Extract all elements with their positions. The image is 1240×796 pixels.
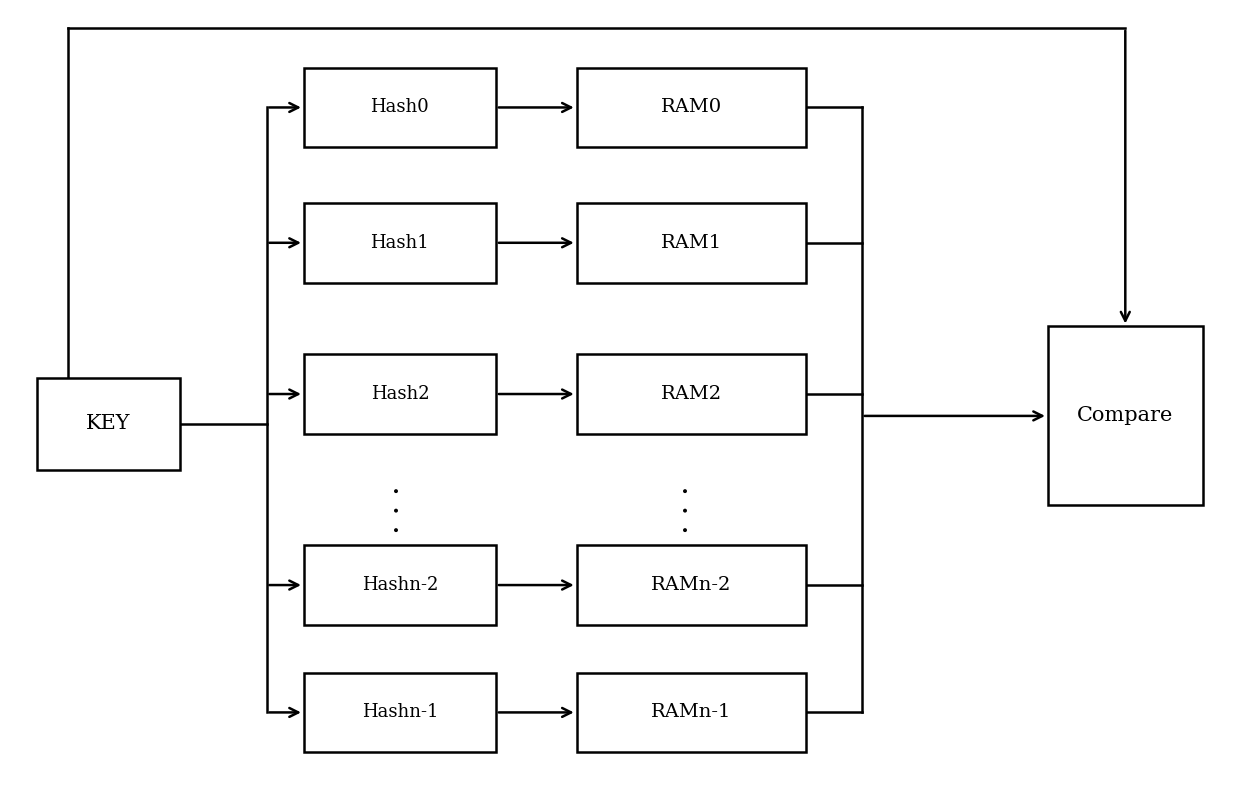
Text: Hash0: Hash0 — [371, 99, 429, 116]
Text: RAMn-2: RAMn-2 — [651, 576, 732, 594]
Text: Hash2: Hash2 — [371, 385, 429, 403]
Bar — [577, 545, 806, 625]
Text: · · ·: · · · — [672, 485, 704, 534]
Text: RAM1: RAM1 — [661, 234, 722, 252]
Bar — [1048, 326, 1203, 505]
Bar — [37, 378, 180, 470]
Bar — [577, 673, 806, 752]
Text: Hash1: Hash1 — [371, 234, 429, 252]
Bar — [304, 68, 496, 147]
Bar — [577, 354, 806, 434]
Text: Hashn-1: Hashn-1 — [362, 704, 438, 721]
Text: RAM2: RAM2 — [661, 385, 722, 403]
Bar — [304, 673, 496, 752]
Text: Compare: Compare — [1078, 407, 1173, 425]
Text: · · ·: · · · — [384, 485, 414, 534]
Bar — [577, 203, 806, 283]
Text: Hashn-2: Hashn-2 — [362, 576, 438, 594]
Text: KEY: KEY — [87, 415, 130, 433]
Text: RAM0: RAM0 — [661, 99, 722, 116]
Bar — [304, 203, 496, 283]
Bar — [577, 68, 806, 147]
Bar — [304, 545, 496, 625]
Text: RAMn-1: RAMn-1 — [651, 704, 732, 721]
Bar — [304, 354, 496, 434]
